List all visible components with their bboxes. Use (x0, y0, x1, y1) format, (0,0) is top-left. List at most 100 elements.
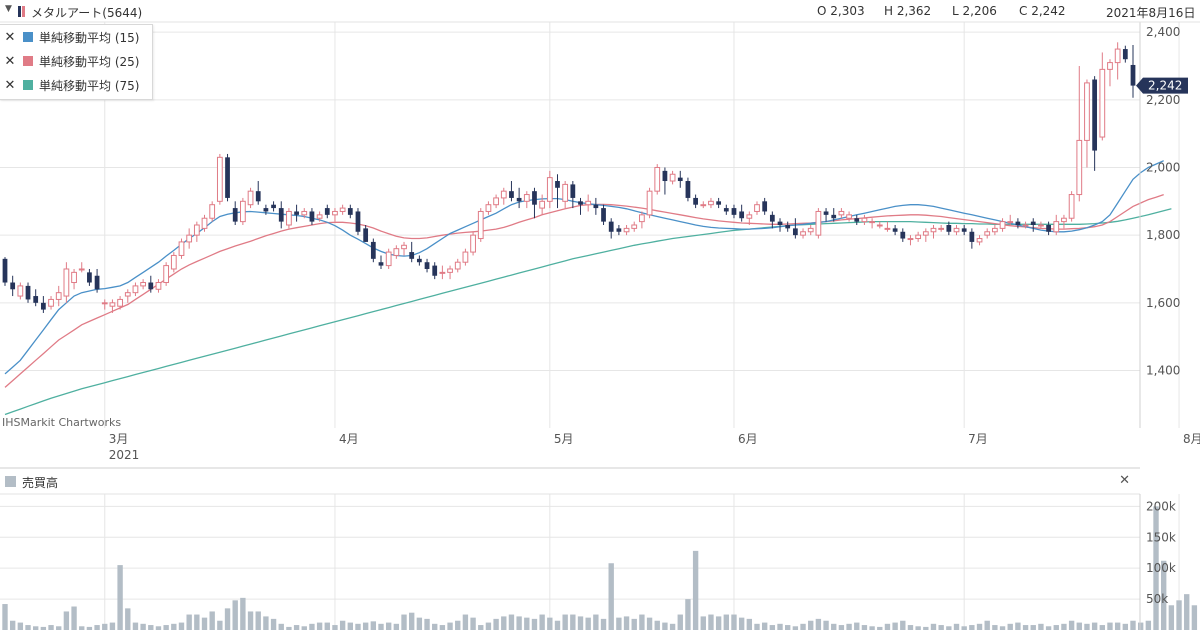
volume-tick-label: 100k (1146, 561, 1176, 575)
candle-body (539, 200, 546, 209)
volume-bar (1184, 594, 1190, 630)
ohlc-close: C 2,242 (1019, 4, 1066, 18)
volume-bar (416, 617, 423, 630)
candle (447, 265, 453, 280)
candle-body (922, 231, 929, 236)
volume-bar (1168, 605, 1175, 630)
candle-body (94, 275, 100, 290)
candle-body (1061, 217, 1067, 223)
volume-bar (946, 626, 952, 630)
volume-bar (462, 614, 469, 630)
candle-body (493, 197, 499, 206)
candle-body (623, 227, 630, 233)
candle (693, 194, 698, 209)
candle (347, 204, 353, 219)
candle (239, 197, 246, 225)
volume-bar (255, 611, 261, 630)
candle (155, 279, 162, 293)
volume-bar (815, 618, 822, 630)
volume-bar (293, 625, 300, 630)
candle-body (876, 224, 883, 227)
candle-body (454, 261, 461, 270)
candle (762, 197, 768, 215)
volume-bar (171, 623, 177, 630)
candle-body (355, 211, 361, 232)
candle-body (101, 302, 108, 305)
volume-bar (976, 623, 983, 630)
candle (186, 228, 193, 249)
candle (984, 228, 991, 239)
volume-bar (1161, 560, 1167, 630)
candle (792, 218, 798, 239)
candle-body (601, 208, 606, 222)
candle (178, 238, 185, 259)
volume-bar (831, 623, 837, 630)
candle (769, 211, 775, 229)
chevron-down-icon[interactable]: ▼ (5, 4, 12, 14)
candle (846, 211, 852, 222)
candle-body (462, 251, 469, 263)
candle (294, 204, 299, 222)
candle (601, 204, 606, 225)
candle-body (723, 208, 729, 212)
close-icon[interactable]: ✕ (4, 77, 16, 93)
volume-bar (33, 626, 39, 630)
candle (662, 167, 668, 195)
symbol-color-icon (18, 6, 21, 17)
volume-bar (608, 563, 614, 630)
legend-label: 単純移動平均 (15) (39, 30, 140, 45)
candle (831, 208, 837, 222)
volume-bar (378, 623, 384, 630)
candle (708, 197, 714, 209)
symbol-name: メタルアート(5644) (31, 6, 143, 20)
candle (700, 201, 707, 209)
close-icon[interactable]: ✕ (4, 53, 16, 69)
volume-bar (677, 614, 683, 630)
close-icon[interactable]: ✕ (4, 29, 16, 45)
volume-bar (600, 618, 607, 630)
candle-body (953, 227, 960, 233)
volume-bar (1076, 622, 1082, 630)
candle (63, 262, 70, 303)
candle (132, 282, 139, 297)
close-icon[interactable]: ✕ (1119, 473, 1130, 488)
candle-body (271, 204, 276, 209)
volume-bar (332, 625, 338, 630)
candle (838, 208, 845, 219)
candle-body (585, 200, 592, 206)
volume-bar (286, 626, 292, 630)
volume-bar (731, 614, 737, 630)
candle-body (930, 227, 937, 233)
price-tick-label: 1,600 (1146, 296, 1180, 310)
candle (562, 181, 569, 209)
volume-bar (999, 626, 1006, 630)
volume-bar (217, 620, 223, 630)
volume-bar (846, 623, 852, 630)
candle-body (286, 210, 292, 226)
candle (278, 201, 284, 229)
ma75-line (4, 208, 1172, 416)
candles (2, 42, 1136, 313)
volume-bar (984, 620, 990, 630)
candle (385, 248, 392, 269)
candle-body (109, 302, 116, 307)
candle-body (401, 244, 407, 250)
volume-bar (1153, 506, 1159, 630)
candle (363, 225, 369, 242)
candle (823, 208, 829, 222)
candle (500, 187, 507, 205)
candle-body (332, 210, 338, 216)
candle (416, 255, 422, 266)
candle (1099, 52, 1106, 141)
candle-body (785, 225, 791, 229)
candle-body (938, 227, 945, 230)
volume-bar (201, 617, 208, 630)
candle (216, 153, 223, 205)
volume-bar (1030, 625, 1036, 630)
volume-bar (923, 626, 929, 630)
month-tick-label: 7月 (968, 432, 988, 446)
volume-bar (155, 626, 162, 630)
volume-bar (593, 614, 599, 630)
